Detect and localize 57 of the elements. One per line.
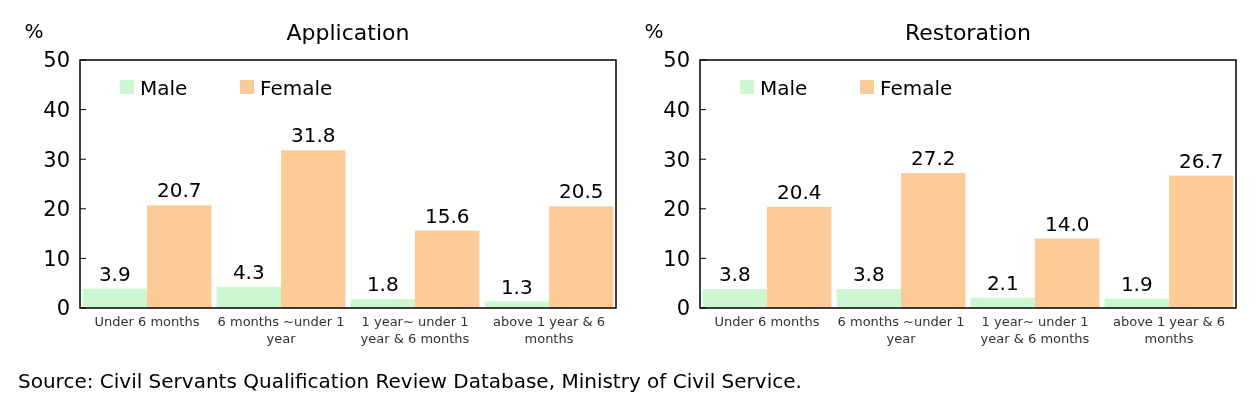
y-tick-label: 0 xyxy=(56,296,70,321)
data-label: 1.9 xyxy=(1120,271,1153,296)
data-label: 14.0 xyxy=(1044,211,1090,236)
data-label: 4.3 xyxy=(232,259,265,284)
y-tick-label: 20 xyxy=(43,197,70,222)
legend-label: Female xyxy=(880,76,953,100)
source-note: Source: Civil Servants Qualification Review Database, Ministry of Civil Service. xyxy=(18,369,802,393)
legend-label: Male xyxy=(760,76,808,100)
y-tick-label: 40 xyxy=(663,97,690,122)
data-label: 1.3 xyxy=(500,274,533,299)
legend-label: Male xyxy=(140,76,188,100)
data-label: 3.9 xyxy=(98,261,131,286)
bar xyxy=(147,205,212,308)
y-tick-label: 0 xyxy=(676,296,690,321)
bar xyxy=(702,289,767,308)
data-label: 3.8 xyxy=(852,262,885,287)
y-tick-label: 10 xyxy=(663,246,690,271)
x-tick-label: 1 year~ under 1 year & 6 months xyxy=(360,314,470,346)
bar xyxy=(901,173,966,308)
y-tick-label: 40 xyxy=(43,97,70,122)
x-tick-label: above 1 year & 6 months xyxy=(492,314,606,346)
bar xyxy=(216,286,281,308)
x-tick-label: 1 year~ under 1 year & 6 months xyxy=(980,314,1090,346)
x-tick-label: above 1 year & 6 months xyxy=(1112,314,1226,346)
bar xyxy=(415,230,480,308)
bar xyxy=(1035,238,1100,308)
y-tick-label: 10 xyxy=(43,246,70,271)
data-label: 3.8 xyxy=(718,262,751,287)
data-label: 20.5 xyxy=(558,179,604,204)
chart-title: Application xyxy=(286,20,410,45)
bar xyxy=(836,289,901,308)
data-label: 20.7 xyxy=(156,178,202,203)
data-label: 26.7 xyxy=(1178,148,1224,173)
x-tick-label: Under 6 months xyxy=(714,314,820,329)
data-label: 31.8 xyxy=(290,123,336,148)
x-tick-label: Under 6 months xyxy=(94,314,200,329)
y-tick-label: 20 xyxy=(663,197,690,222)
y-tick-label: 50 xyxy=(43,48,70,73)
y-tick-label: 30 xyxy=(663,147,690,172)
chart-title: Restoration xyxy=(904,20,1032,45)
bar xyxy=(549,206,614,308)
bar xyxy=(1169,175,1234,308)
bar xyxy=(281,150,346,308)
data-label: 15.6 xyxy=(424,203,470,228)
x-tick-label: 6 months ~under 1 year xyxy=(217,314,345,346)
y-tick-label: 30 xyxy=(43,147,70,172)
data-label: 2.1 xyxy=(986,270,1019,295)
legend-label: Female xyxy=(260,76,333,100)
y-axis-title: % xyxy=(644,19,664,43)
y-axis-title: % xyxy=(24,19,44,43)
data-label: 1.8 xyxy=(366,272,399,297)
x-tick-label: 6 months ~under 1 year xyxy=(837,314,965,346)
y-tick-label: 50 xyxy=(663,48,690,73)
bar xyxy=(82,288,147,308)
data-label: 27.2 xyxy=(910,146,956,171)
data-label: 20.4 xyxy=(776,179,822,204)
bar xyxy=(767,206,832,308)
